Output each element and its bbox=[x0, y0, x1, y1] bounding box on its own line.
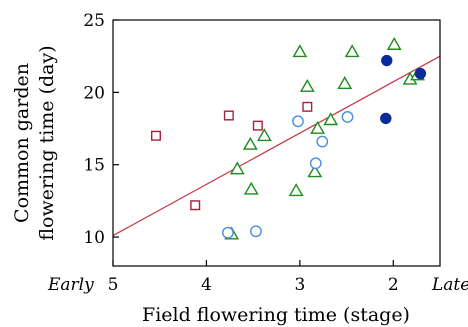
axis-ticks: 5 4 3 2 10 15 20 25 bbox=[83, 11, 398, 295]
data-point-circle-open bbox=[309, 157, 322, 170]
data-point-triangle bbox=[229, 161, 245, 175]
data-point-triangle bbox=[323, 112, 339, 126]
x-tick-label: 3 bbox=[294, 275, 305, 295]
data-point-square bbox=[302, 101, 313, 112]
data-point-triangle bbox=[256, 128, 272, 142]
data-point-triangle bbox=[288, 183, 304, 197]
data-point-triangle bbox=[310, 120, 326, 134]
y-axis-title-line-2: flowering time (day) bbox=[36, 45, 58, 240]
data-point-circle-filled bbox=[381, 54, 393, 67]
data-point-circle-open bbox=[316, 135, 329, 148]
data-point-square bbox=[252, 120, 263, 131]
data-point-circle-open bbox=[341, 111, 354, 123]
x-axis-title: Field flowering time (stage) bbox=[142, 304, 410, 326]
x-end-label-late: Late bbox=[431, 275, 468, 295]
y-tick-label: 10 bbox=[83, 228, 105, 248]
data-point-circle-open bbox=[292, 115, 304, 128]
y-axis-title-line-1: Common garden bbox=[11, 63, 33, 223]
data-point-circle-filled bbox=[414, 67, 427, 80]
data-point-triangle bbox=[337, 76, 353, 90]
x-end-label-early: Early bbox=[47, 275, 94, 295]
data-point-triangle bbox=[243, 181, 259, 195]
data-points bbox=[150, 36, 427, 240]
data-point-square bbox=[190, 200, 201, 211]
data-point-square bbox=[150, 130, 161, 141]
x-tick-label: 2 bbox=[388, 275, 399, 295]
data-point-triangle bbox=[242, 136, 258, 150]
data-point-triangle bbox=[386, 36, 402, 50]
data-point-triangle bbox=[299, 78, 315, 92]
y-tick-label: 20 bbox=[83, 83, 105, 103]
plot-frame bbox=[112, 19, 441, 267]
data-point-triangle bbox=[307, 164, 323, 178]
data-point-circle-open bbox=[250, 225, 262, 238]
data-point-triangle bbox=[344, 44, 360, 58]
y-tick-label: 25 bbox=[83, 11, 105, 31]
data-point-triangle bbox=[292, 44, 308, 58]
data-point-circle-open bbox=[222, 226, 234, 239]
data-point-square bbox=[223, 110, 234, 121]
fit-line bbox=[112, 55, 441, 237]
x-tick-label: 4 bbox=[201, 275, 212, 295]
y-tick-label: 15 bbox=[83, 156, 105, 176]
data-point-circle-filled bbox=[380, 112, 392, 125]
x-tick-label: 5 bbox=[108, 275, 119, 295]
